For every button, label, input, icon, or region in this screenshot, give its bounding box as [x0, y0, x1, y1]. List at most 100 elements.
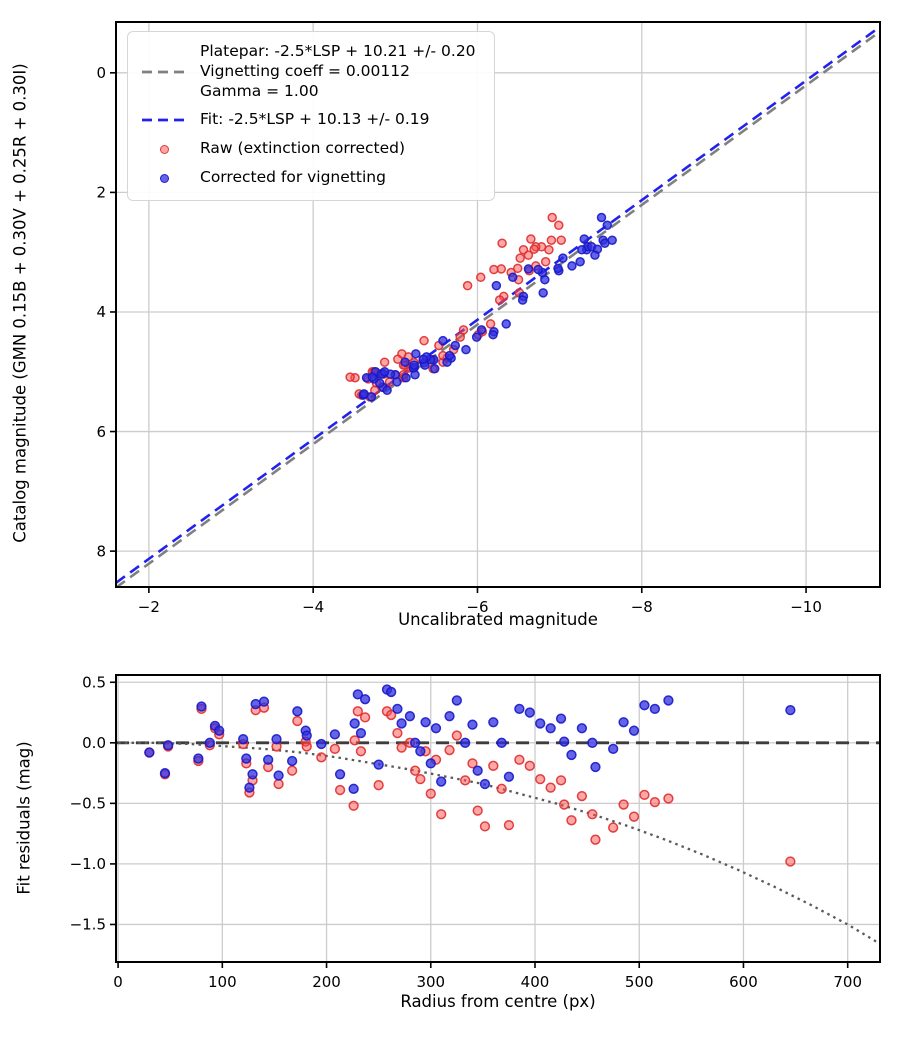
data-point-raw — [359, 712, 371, 723]
data-point-corrected — [472, 765, 483, 776]
data-point-corrected — [608, 743, 619, 755]
data-point-corrected — [436, 776, 447, 787]
data-point-raw — [535, 773, 546, 785]
data-point-raw — [373, 780, 384, 791]
data-point-raw — [540, 257, 551, 267]
data-point-corrected — [429, 364, 440, 374]
y-tick-label: 8 — [96, 542, 106, 560]
data-point-raw — [489, 264, 499, 275]
data-point-corrected — [355, 727, 367, 739]
data-point-corrected — [467, 719, 478, 730]
data-point-corrected — [348, 783, 359, 794]
data-point-corrected — [238, 734, 249, 745]
legend-marker-sample — [140, 144, 188, 154]
data-point-raw — [514, 754, 525, 765]
data-point-corrected — [523, 264, 534, 274]
data-point-corrected — [508, 272, 518, 283]
data-point-corrected — [196, 701, 207, 712]
data-point-raw — [545, 782, 556, 793]
data-point-corrected — [538, 288, 548, 298]
data-point-raw — [639, 789, 650, 801]
data-point-raw — [785, 856, 796, 867]
data-point-corrected — [533, 264, 544, 275]
data-point-raw — [556, 235, 567, 245]
data-point-corrected — [258, 696, 270, 707]
data-point-corrected — [461, 344, 471, 355]
data-point-corrected — [559, 736, 570, 747]
data-point-corrected — [420, 717, 431, 728]
data-point-raw — [467, 758, 478, 769]
data-point-raw — [663, 793, 674, 804]
data-point-raw — [436, 809, 447, 820]
data-point-corrected — [444, 350, 455, 361]
data-point-raw — [292, 715, 303, 727]
data-point-raw — [526, 234, 536, 244]
data-point-raw — [547, 212, 557, 223]
data-point-raw — [451, 730, 462, 741]
data-point-corrected — [618, 717, 629, 728]
legend-entry-label: Fit: -2.5*LSP + 10.13 +/- 0.19 — [200, 110, 430, 129]
data-point-raw — [475, 272, 486, 283]
x-tick-label: 200 — [312, 973, 341, 991]
data-point-raw — [494, 295, 505, 305]
data-point-corrected — [379, 367, 390, 377]
data-point-corrected — [401, 372, 411, 383]
data-point-raw — [512, 263, 523, 274]
x-tick-label: −10 — [790, 598, 822, 616]
data-point-corrected — [386, 686, 397, 698]
data-point-corrected — [352, 689, 363, 700]
data-point-corrected — [247, 769, 258, 780]
data-point-raw — [608, 822, 619, 833]
data-point-corrected — [400, 357, 410, 367]
data-point-corrected — [409, 360, 419, 370]
data-point-raw — [379, 357, 390, 367]
data-point-corrected — [409, 737, 421, 748]
legend-dashed-line-sample — [140, 117, 188, 123]
data-point-raw — [392, 727, 403, 739]
top-yaxis-label: Catalog magnitude (GMN 0.15B + 0.30V + 0… — [10, 63, 30, 543]
data-point-corrected — [367, 372, 378, 382]
data-point-raw — [576, 790, 588, 802]
data-point-corrected — [162, 740, 174, 751]
bottom-yaxis-label: Fit residuals (mag) — [14, 741, 34, 895]
data-point-raw — [462, 280, 473, 291]
data-point-raw — [396, 742, 407, 753]
data-point-raw — [286, 765, 298, 776]
data-point-raw — [444, 744, 455, 756]
data-point-raw — [496, 783, 507, 794]
y-tick-label: 2 — [96, 184, 106, 202]
data-point-raw — [301, 741, 312, 752]
y-tick-label: −1.0 — [70, 855, 106, 873]
data-point-corrected — [244, 782, 255, 793]
data-point-raw — [649, 797, 661, 808]
data-point-corrected — [491, 280, 502, 291]
data-point-corrected — [488, 329, 498, 340]
data-point-raw — [352, 706, 363, 717]
y-tick-label: 0 — [96, 64, 106, 82]
legend: Platepar: -2.5*LSP + 10.21 +/- 0.20 Vign… — [127, 31, 495, 201]
data-point-raw — [345, 372, 355, 382]
data-point-raw — [273, 778, 284, 790]
data-point-raw — [566, 815, 577, 826]
data-point-corrected — [301, 730, 312, 741]
data-point-raw — [497, 238, 507, 248]
x-tick-label: −2 — [138, 598, 160, 616]
plot-area — [116, 684, 880, 945]
y-tick-label: 6 — [96, 423, 106, 441]
legend-entry-label: Platepar: -2.5*LSP + 10.21 +/- 0.20 Vign… — [200, 42, 476, 100]
dashed-line-icon — [142, 118, 186, 122]
x-tick-label: 500 — [625, 973, 654, 991]
data-point-raw — [419, 335, 429, 346]
data-point-corrected — [471, 332, 482, 342]
x-tick-label: 300 — [416, 973, 445, 991]
data-point-corrected — [579, 234, 590, 244]
data-point-raw — [458, 325, 469, 335]
data-point-corrected — [271, 734, 282, 745]
data-point-corrected — [410, 370, 420, 380]
data-point-corrected — [451, 695, 462, 706]
legend-entry-label: Raw (extinction corrected) — [200, 139, 406, 158]
data-point-corrected — [250, 698, 261, 710]
data-point-corrected — [587, 737, 598, 748]
data-point-corrected — [359, 694, 371, 705]
data-point-corrected — [193, 753, 204, 764]
